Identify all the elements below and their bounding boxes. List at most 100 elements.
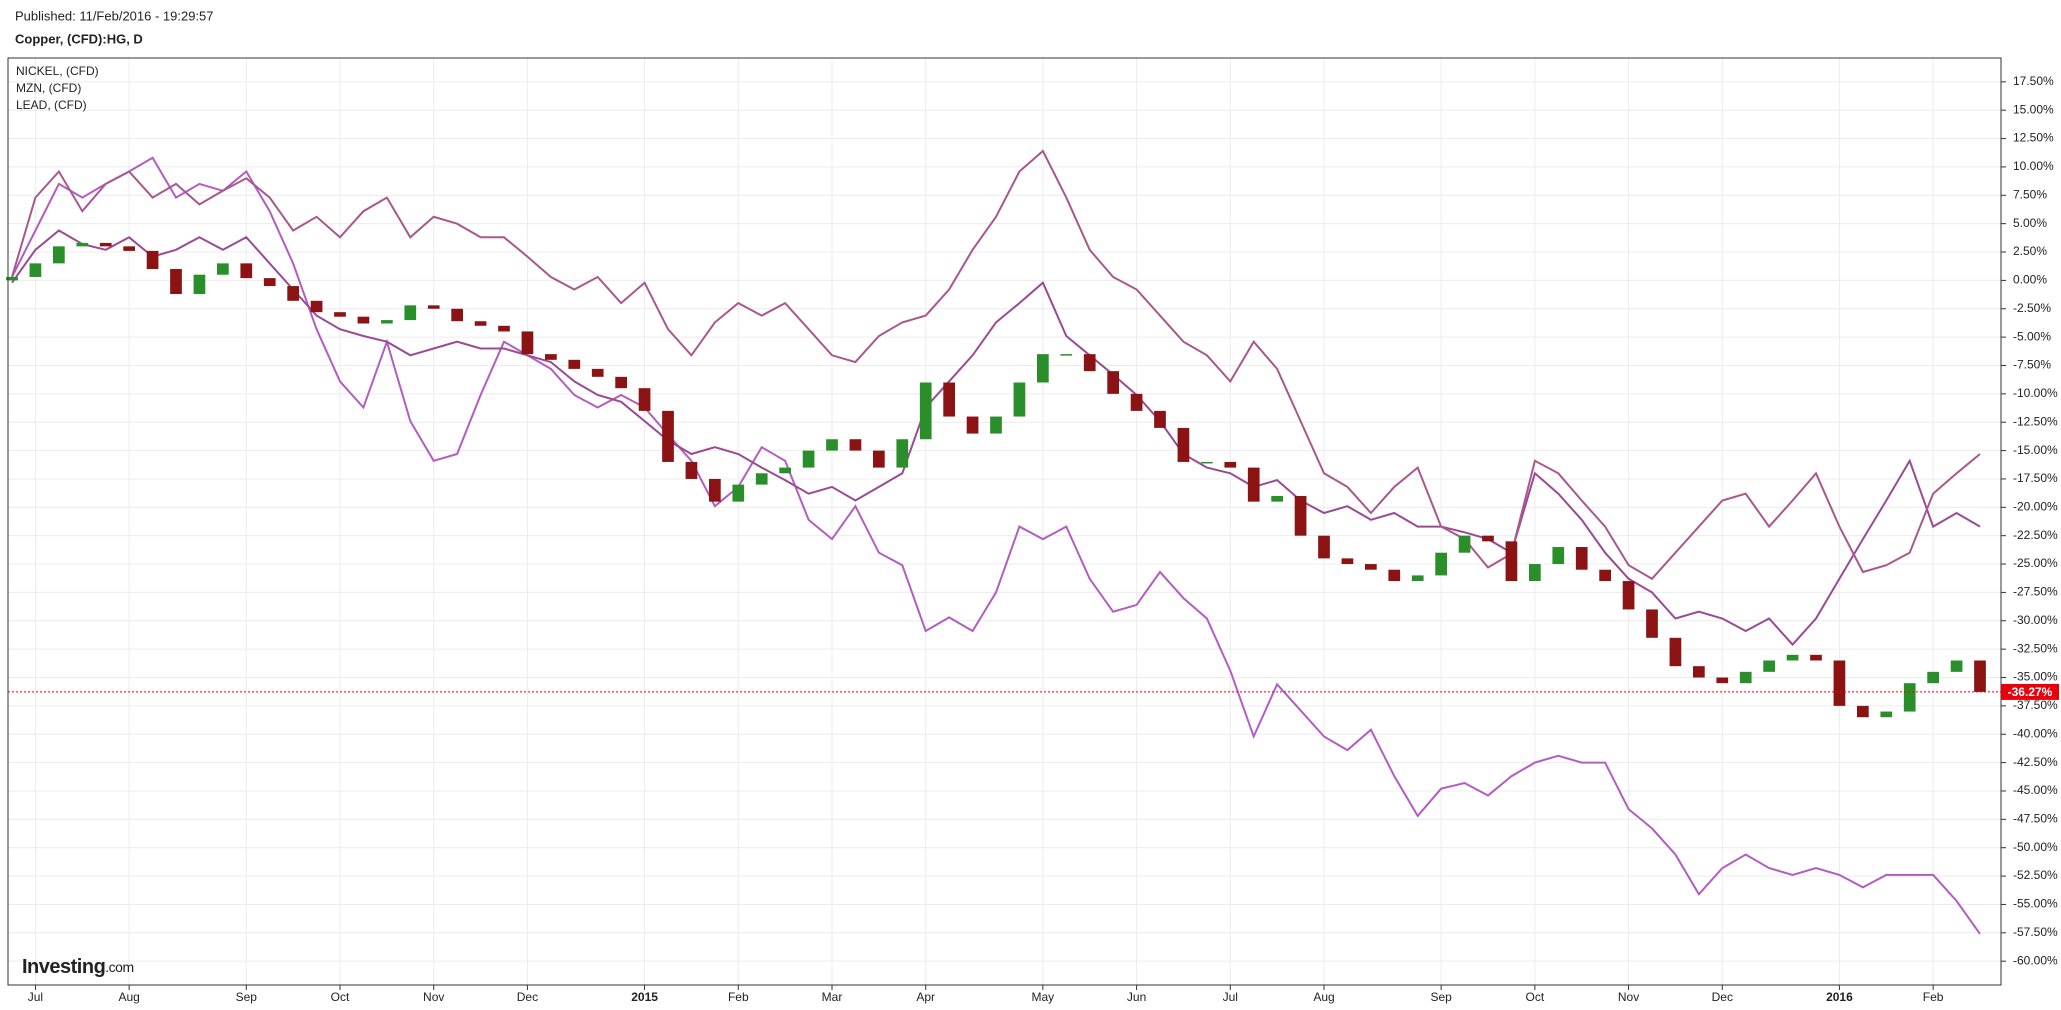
candle — [29, 263, 42, 277]
y-tick-label: 2.50% — [2013, 244, 2047, 258]
candle — [1974, 660, 1986, 692]
candle — [498, 325, 510, 332]
candle — [404, 305, 417, 321]
plot-frame — [7, 57, 2002, 986]
candle — [334, 312, 346, 317]
candle — [76, 242, 89, 247]
y-tick-label: -7.50% — [2013, 358, 2051, 372]
candle — [919, 382, 932, 440]
candle — [662, 410, 674, 462]
candle — [310, 300, 323, 313]
y-tick-label: -27.50% — [2013, 585, 2058, 599]
y-tick-label: -55.00% — [2013, 897, 2058, 911]
x-tick-label: Feb — [1923, 990, 1944, 1004]
candle — [685, 461, 698, 479]
candle — [1154, 410, 1166, 428]
y-tick-label: 15.00% — [2013, 102, 2054, 116]
candle — [1552, 547, 1565, 565]
candle — [123, 246, 135, 251]
candle — [802, 450, 815, 468]
candle — [1388, 569, 1401, 582]
y-tick-label: -20.00% — [2013, 499, 2058, 513]
candle — [1060, 354, 1073, 356]
candle — [1458, 535, 1471, 553]
candle — [826, 439, 838, 451]
y-tick-label: 7.50% — [2013, 187, 2047, 201]
candle — [1107, 371, 1119, 394]
x-tick-label: 2016 — [1826, 990, 1853, 1004]
y-tick-label: -25.00% — [2013, 556, 2058, 570]
candle — [638, 388, 651, 411]
candle — [1669, 637, 1682, 667]
candle — [1201, 461, 1213, 464]
brand-name: Investing — [22, 956, 105, 978]
candle — [1177, 427, 1190, 462]
candle — [193, 274, 206, 295]
candle — [896, 439, 909, 468]
candle — [381, 320, 393, 324]
candle — [1857, 705, 1869, 718]
candle — [474, 321, 487, 326]
candle — [1341, 558, 1354, 565]
y-tick-label: -45.00% — [2013, 783, 2058, 797]
candle — [1318, 535, 1330, 559]
candle — [1247, 467, 1260, 502]
candle — [1646, 609, 1658, 638]
y-tick-label: -57.50% — [2013, 925, 2058, 939]
published: Published: 11/Feb/2016 - 19:29:57 — [15, 8, 214, 23]
y-tick-label: -32.50% — [2013, 641, 2058, 655]
candle — [1833, 660, 1846, 706]
candle — [873, 450, 885, 468]
y-tick-label: -50.00% — [2013, 840, 2058, 854]
y-tick-label: -42.50% — [2013, 755, 2058, 769]
candle — [1130, 393, 1143, 411]
candle — [1599, 569, 1611, 582]
x-tick-label: Dec — [517, 990, 538, 1004]
y-tick-label: -47.50% — [2013, 812, 2058, 826]
current-label: -36.27% — [2008, 685, 2053, 699]
brand: Investing.com — [22, 956, 134, 978]
x-tick-label: May — [1032, 990, 1055, 1004]
candle — [1294, 495, 1307, 536]
candle — [240, 263, 253, 279]
candle — [1365, 564, 1377, 570]
y-tick-label: -40.00% — [2013, 726, 2058, 740]
legend-entry: MZN, (CFD) — [16, 81, 81, 95]
candle — [709, 478, 721, 502]
candle — [1739, 671, 1752, 684]
y-tick-label: -17.50% — [2013, 471, 2058, 485]
x-tick-label: Mar — [822, 990, 843, 1004]
grid — [8, 58, 2001, 985]
candle — [1013, 382, 1026, 417]
candle — [427, 305, 440, 309]
x-tick-label: Jul — [28, 990, 43, 1004]
candle — [1693, 666, 1705, 678]
x-tick-label: Oct — [331, 990, 350, 1004]
candle — [357, 316, 370, 324]
candle — [849, 439, 862, 451]
candle — [1950, 660, 1963, 672]
y-tick-label: -37.50% — [2013, 698, 2058, 712]
series-line — [11, 156, 1981, 935]
candle — [966, 416, 979, 434]
y-tick-label: 12.50% — [2013, 131, 2054, 145]
y-tick-label: 5.00% — [2013, 216, 2047, 230]
candle — [568, 359, 581, 369]
candle — [1083, 354, 1096, 372]
candle — [6, 276, 18, 281]
y-tick-label: -35.00% — [2013, 670, 2058, 684]
y-tick-label: 10.00% — [2013, 159, 2054, 173]
series-line — [11, 229, 1981, 647]
candle — [170, 269, 182, 295]
candle — [263, 278, 276, 287]
x-tick-label: Jul — [1223, 990, 1238, 1004]
x-tick-label: Aug — [118, 990, 139, 1004]
candle — [1880, 711, 1893, 718]
x-tick-label: Feb — [728, 990, 749, 1004]
candle — [779, 467, 791, 474]
plot — [6, 149, 1986, 935]
x-tick-label: Aug — [1313, 990, 1334, 1004]
candle — [53, 246, 65, 264]
x-tick-label: Sep — [1430, 990, 1452, 1004]
y-tick-label: -60.00% — [2013, 953, 2058, 967]
